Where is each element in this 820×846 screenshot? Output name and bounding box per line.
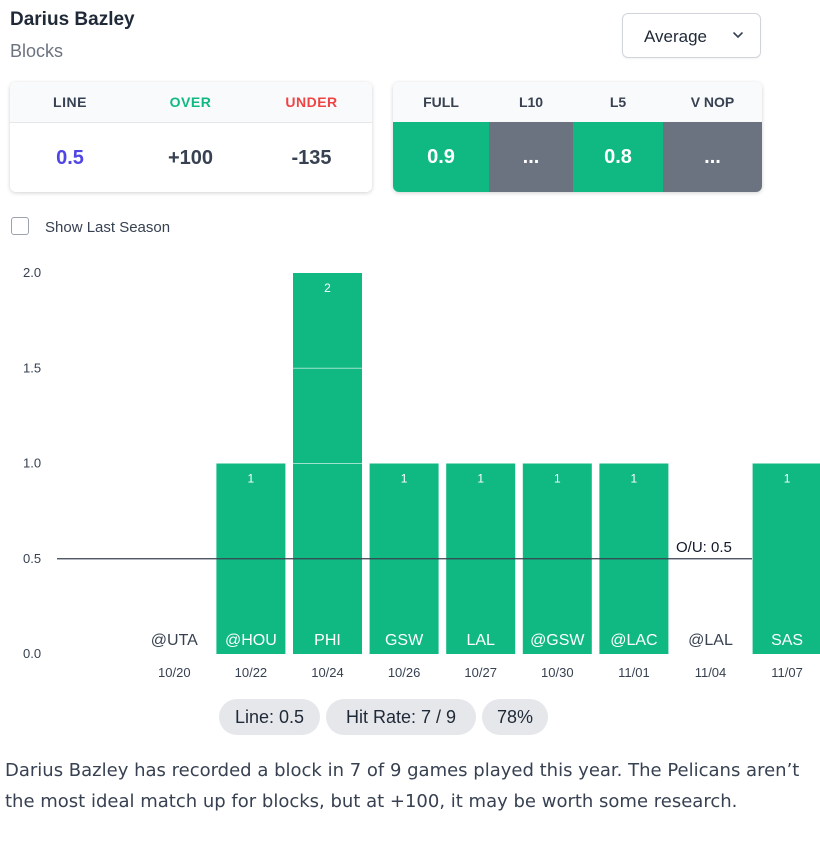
avg-cell-full: 0.9 (393, 122, 489, 192)
avg-header-l5[interactable]: L5 (609, 94, 627, 110)
line-pill: Line: 0.5 (219, 699, 320, 735)
avg-header-full[interactable]: FULL (423, 94, 459, 110)
bar-opponent-label: @UTA (151, 632, 198, 649)
y-tick-label: 0.0 (23, 646, 41, 661)
bar-opponent-label: @HOU (225, 632, 277, 649)
bar-opponent-label: @LAL (688, 632, 733, 649)
bar-value-label: 1 (631, 472, 638, 486)
x-tick-date: 10/26 (388, 665, 421, 680)
avg-cell-l10: ... (489, 122, 573, 192)
x-tick-date: 10/20 (158, 665, 191, 680)
line-header: LINE (53, 94, 87, 110)
x-tick-date: 11/01 (618, 665, 650, 680)
line-value: 0.5 (56, 147, 84, 169)
under-value[interactable]: -135 (291, 147, 332, 169)
bar-opponent-label: PHI (314, 632, 341, 649)
bar-opponent-label: SAS (771, 632, 803, 649)
x-tick-date: 11/04 (695, 665, 727, 680)
stat-type: Blocks (10, 41, 64, 61)
y-tick-label: 2.0 (23, 265, 41, 280)
x-tick-date: 11/07 (771, 665, 803, 680)
dropdown-selected: Average (644, 27, 708, 46)
x-tick-date: 10/24 (311, 665, 344, 680)
ou-reference-label: O/U: 0.5 (676, 539, 732, 556)
avg-value-l10: ... (522, 146, 540, 168)
y-tick-label: 1.0 (23, 456, 41, 471)
bar-opponent-label: GSW (385, 632, 424, 649)
bar (752, 463, 820, 654)
bar-opponent-label: LAL (466, 632, 495, 649)
averages-card: FULL L10 L5 V NOP 0.9 ... 0.8 ... (393, 82, 762, 192)
bar-opponent-label: @LAC (610, 632, 657, 649)
bar-opponent-label: @GSW (530, 632, 585, 649)
avg-cell-vnop: ... (663, 122, 762, 192)
over-header: OVER (169, 94, 212, 110)
show-last-season-label: Show Last Season (45, 219, 171, 236)
avg-value-vnop: ... (704, 146, 721, 168)
player-name: Darius Bazley (10, 9, 135, 30)
bar-value-label: 1 (477, 472, 484, 486)
x-tick-date: 10/27 (464, 665, 497, 680)
avg-header-vnop[interactable]: V NOP (690, 94, 735, 110)
chevron-down-icon (733, 32, 743, 39)
odds-card: LINE OVER UNDER 0.5 +100 -135 (10, 82, 372, 192)
x-tick-date: 10/30 (541, 665, 574, 680)
avg-cell-l5: 0.8 (573, 122, 663, 192)
blocks-bar-chart: 0.0 0.5 1.0 1.5 2.0 @UTA 10/20 1 @HOU 10/22 2 PHI 10… (23, 265, 820, 680)
hit-percent-pill: 78% (482, 699, 548, 735)
bar-value-label: 1 (248, 472, 255, 486)
bar-value-label: 1 (554, 472, 561, 486)
avg-value-full: 0.9 (427, 146, 455, 168)
show-last-season-checkbox[interactable] (11, 217, 29, 235)
averages-header (393, 82, 762, 122)
over-value[interactable]: +100 (167, 147, 214, 169)
under-header: UNDER (285, 94, 338, 110)
odds-header (10, 82, 372, 123)
avg-header-l10[interactable]: L10 (518, 94, 544, 110)
bar-value-label: 1 (784, 472, 791, 486)
bar-value-label: 1 (401, 472, 408, 486)
x-tick-date: 10/22 (235, 665, 268, 680)
y-tick-label: 1.5 (23, 360, 41, 375)
hit-rate-pill: Hit Rate: 7 / 9 (326, 699, 476, 735)
summary-text: Darius Bazley has recorded a block in 7 … (5, 760, 800, 812)
bar-value-label: 2 (324, 281, 331, 295)
average-dropdown[interactable]: Average (622, 13, 761, 58)
y-tick-label: 0.5 (23, 551, 41, 566)
avg-value-l5: 0.8 (604, 146, 632, 168)
